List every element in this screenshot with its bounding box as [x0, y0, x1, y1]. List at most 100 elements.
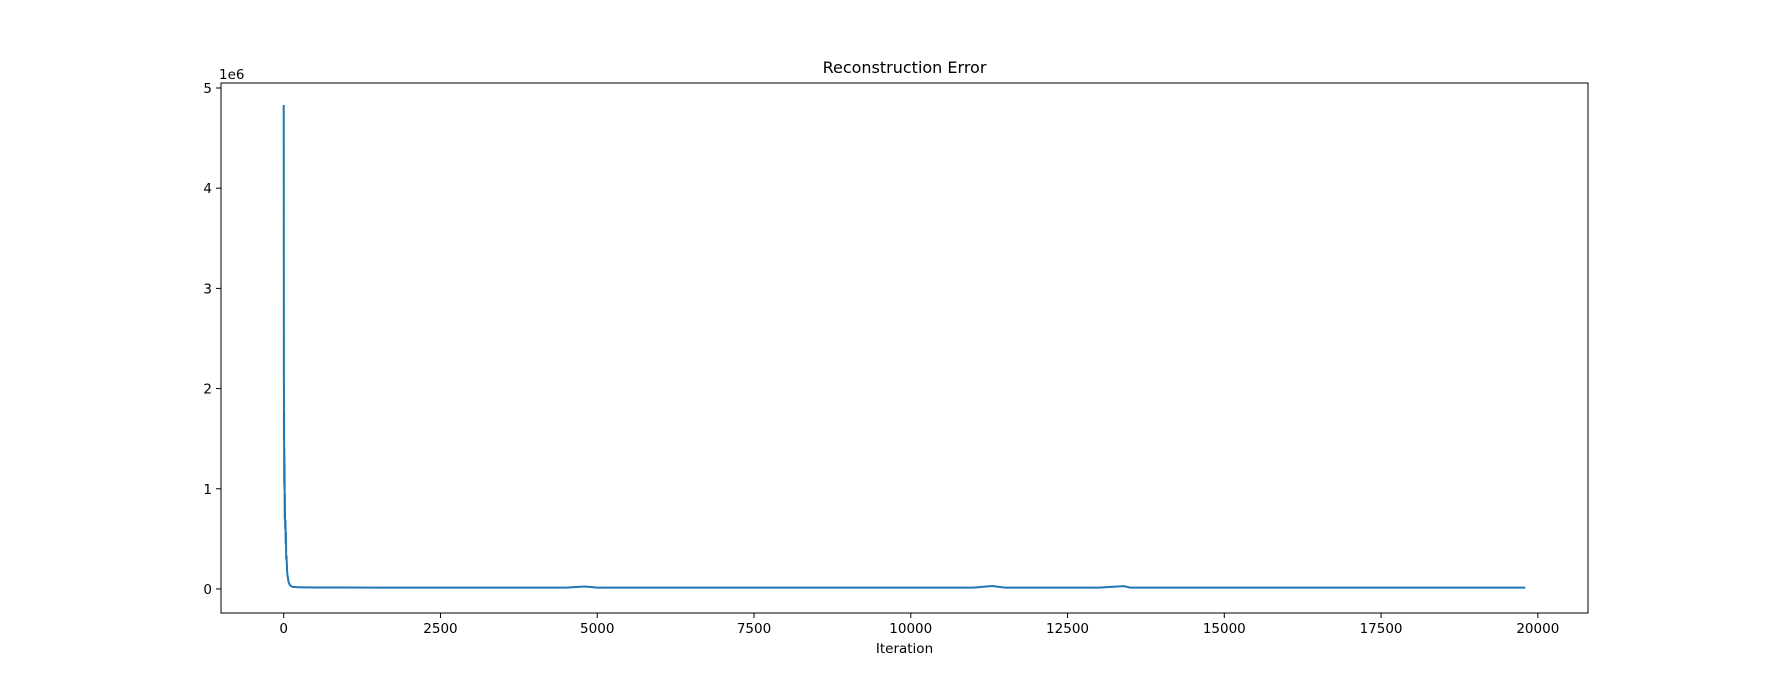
y-tick-label: 5 — [203, 81, 212, 97]
data-point — [973, 587, 975, 589]
data-point — [346, 587, 348, 589]
data-point — [1123, 585, 1125, 587]
data-point — [284, 448, 286, 450]
data-point — [534, 587, 536, 589]
data-point — [333, 587, 335, 589]
data-point — [288, 580, 290, 582]
x-tick-label: 17500 — [1360, 621, 1403, 637]
y-tick-label: 3 — [203, 281, 212, 297]
x-tick-label: 20000 — [1516, 621, 1559, 637]
x-tick-label: 7500 — [737, 621, 771, 637]
data-point — [1506, 587, 1508, 589]
series-line-0 — [282, 105, 1526, 589]
x-tick-label: 5000 — [580, 621, 614, 637]
y-axis-offset-label: 1e6 — [219, 67, 244, 83]
x-tick-label: 2500 — [423, 621, 457, 637]
data-point — [1349, 587, 1351, 589]
data-point — [286, 563, 288, 565]
data-point — [286, 571, 288, 573]
x-tick-label: 0 — [279, 621, 288, 637]
data-point — [440, 587, 442, 589]
data-point — [284, 488, 286, 490]
data-point — [785, 587, 787, 589]
x-axis-label: Iteration — [876, 641, 933, 657]
axes-frame — [220, 82, 1589, 614]
data-point — [471, 587, 473, 589]
data-point — [284, 508, 286, 510]
x-tick-label: 12500 — [1046, 621, 1089, 637]
data-point — [816, 587, 818, 589]
data-point — [1412, 587, 1414, 589]
data-point — [847, 587, 849, 589]
plot-area: 0 2500 5000 7500 10000 12500 15000 17500 20000 0 1… — [203, 81, 1589, 637]
chart-title: Reconstruction Error — [823, 58, 987, 77]
data-point — [294, 586, 296, 588]
data-point — [1129, 587, 1131, 589]
data-point — [284, 493, 286, 495]
y-tick-label: 2 — [203, 382, 212, 398]
data-point — [283, 412, 285, 414]
data-point — [753, 587, 755, 589]
y-tick-label: 1 — [203, 482, 212, 498]
data-point — [628, 587, 630, 589]
data-point — [596, 587, 598, 589]
data-point — [1443, 587, 1445, 589]
data-point — [1286, 587, 1288, 589]
data-point — [941, 587, 943, 589]
data-point — [295, 586, 297, 588]
data-point — [659, 587, 661, 589]
data-point — [292, 586, 294, 588]
data-point — [284, 518, 286, 520]
data-point — [283, 278, 285, 280]
data-point — [1380, 587, 1382, 589]
data-point — [327, 587, 329, 589]
data-point — [314, 587, 316, 589]
data-point — [302, 587, 304, 589]
data-point — [1224, 587, 1226, 589]
data-point — [1035, 587, 1037, 589]
data-point — [565, 587, 567, 589]
data-point — [287, 576, 289, 578]
y-tick-label: 4 — [203, 181, 212, 197]
data-point — [991, 585, 993, 587]
data-point — [321, 587, 323, 589]
data-point — [1098, 587, 1100, 589]
data-point — [288, 582, 290, 584]
data-point — [879, 587, 881, 589]
data-point — [308, 587, 310, 589]
x-tick-label: 10000 — [889, 621, 932, 637]
data-point — [722, 587, 724, 589]
data-point — [284, 528, 286, 530]
data-point — [377, 587, 379, 589]
data-point — [299, 586, 301, 588]
data-point — [1161, 587, 1163, 589]
data-point — [285, 520, 287, 522]
data-point — [502, 587, 504, 589]
data-point — [285, 543, 287, 545]
data-point — [1318, 587, 1320, 589]
data-point — [286, 555, 288, 557]
data-point — [287, 574, 289, 576]
y-tick-label: 0 — [203, 582, 212, 598]
data-point — [285, 532, 287, 534]
data-point — [287, 578, 289, 580]
data-point — [339, 587, 341, 589]
data-point — [1255, 587, 1257, 589]
data-point — [283, 438, 285, 440]
data-point — [910, 587, 912, 589]
data-point — [284, 463, 286, 465]
data-point — [283, 104, 285, 106]
data-point — [1474, 587, 1476, 589]
data-point — [285, 558, 287, 560]
data-point — [584, 586, 586, 588]
data-point — [283, 483, 285, 485]
data-point — [691, 587, 693, 589]
data-point — [1192, 587, 1194, 589]
data-point — [1067, 587, 1069, 589]
x-tick-label: 15000 — [1203, 621, 1246, 637]
data-point — [1524, 587, 1526, 589]
data-point — [408, 587, 410, 589]
